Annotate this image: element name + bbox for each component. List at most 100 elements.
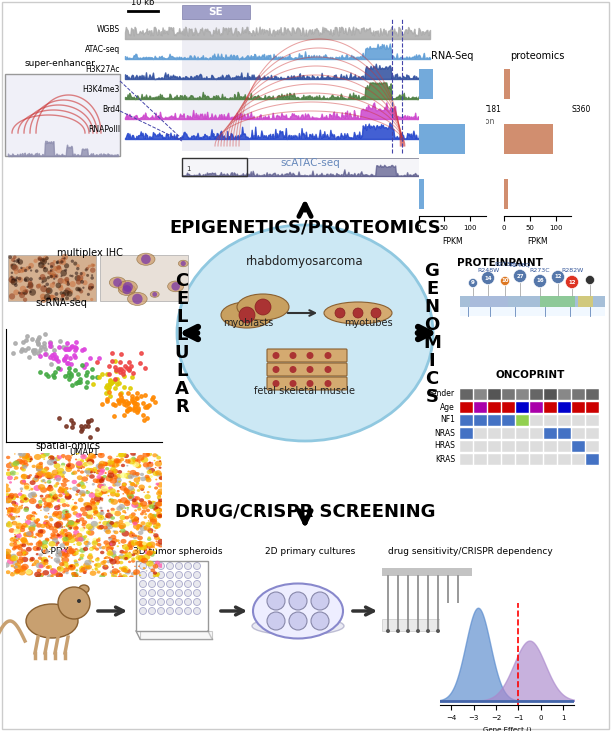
Circle shape xyxy=(371,308,381,318)
Circle shape xyxy=(30,270,32,272)
Bar xyxy=(460,307,605,316)
Circle shape xyxy=(148,580,156,588)
Circle shape xyxy=(109,540,116,547)
Circle shape xyxy=(53,461,57,464)
Circle shape xyxy=(119,531,121,532)
Circle shape xyxy=(112,483,117,487)
Circle shape xyxy=(62,478,68,483)
Circle shape xyxy=(16,526,20,529)
Circle shape xyxy=(185,589,191,596)
Circle shape xyxy=(21,557,28,562)
Circle shape xyxy=(97,483,104,489)
Point xyxy=(113,394,123,406)
Point xyxy=(132,406,142,418)
Circle shape xyxy=(10,263,17,270)
Circle shape xyxy=(130,545,132,548)
Circle shape xyxy=(133,535,137,539)
Circle shape xyxy=(99,484,104,489)
Point xyxy=(104,360,114,372)
Circle shape xyxy=(13,479,15,480)
Text: U: U xyxy=(175,344,189,362)
Circle shape xyxy=(140,501,147,507)
Circle shape xyxy=(120,485,126,491)
Circle shape xyxy=(97,472,98,474)
Circle shape xyxy=(54,497,60,501)
Text: scATAC-seq: scATAC-seq xyxy=(280,158,340,168)
Circle shape xyxy=(107,464,109,466)
Circle shape xyxy=(64,257,66,260)
Circle shape xyxy=(155,467,156,469)
Point xyxy=(121,400,131,412)
Circle shape xyxy=(43,451,49,457)
Point xyxy=(147,393,157,405)
Point xyxy=(124,364,134,376)
Circle shape xyxy=(92,264,95,267)
Text: 1: 1 xyxy=(186,166,191,172)
Circle shape xyxy=(16,458,23,464)
Circle shape xyxy=(83,563,90,568)
Circle shape xyxy=(39,471,46,477)
Text: I: I xyxy=(429,352,435,370)
Point xyxy=(45,340,55,352)
Circle shape xyxy=(65,466,72,472)
Circle shape xyxy=(134,484,137,488)
Point xyxy=(110,399,120,411)
Circle shape xyxy=(75,275,81,281)
Circle shape xyxy=(67,520,75,526)
Circle shape xyxy=(115,521,119,524)
Circle shape xyxy=(147,528,153,533)
Circle shape xyxy=(90,471,93,474)
Bar xyxy=(544,389,557,400)
Circle shape xyxy=(11,554,16,558)
Circle shape xyxy=(79,556,84,560)
Circle shape xyxy=(35,542,43,547)
Circle shape xyxy=(130,482,132,483)
Circle shape xyxy=(62,471,66,474)
Bar xyxy=(516,454,529,465)
Circle shape xyxy=(102,560,107,564)
Circle shape xyxy=(12,516,15,519)
Bar xyxy=(502,402,515,413)
Text: E: E xyxy=(426,280,438,298)
Circle shape xyxy=(112,465,115,468)
Circle shape xyxy=(87,293,90,296)
Circle shape xyxy=(71,572,74,575)
Circle shape xyxy=(155,461,162,466)
Point xyxy=(65,352,75,363)
Circle shape xyxy=(147,491,150,493)
Point xyxy=(40,343,50,355)
Circle shape xyxy=(46,276,50,279)
Circle shape xyxy=(32,536,35,538)
Ellipse shape xyxy=(109,277,126,288)
Circle shape xyxy=(50,575,54,577)
Circle shape xyxy=(58,517,62,520)
Circle shape xyxy=(46,525,48,526)
Point xyxy=(59,354,69,366)
Circle shape xyxy=(130,477,133,478)
Circle shape xyxy=(6,455,10,459)
Circle shape xyxy=(59,576,60,577)
Circle shape xyxy=(98,522,101,523)
Circle shape xyxy=(101,546,106,550)
Circle shape xyxy=(100,517,102,518)
Point xyxy=(30,344,40,356)
Circle shape xyxy=(3,496,9,501)
Circle shape xyxy=(26,531,32,536)
Circle shape xyxy=(70,281,76,287)
Circle shape xyxy=(133,454,136,456)
Bar xyxy=(504,69,510,99)
Point xyxy=(128,367,138,379)
Circle shape xyxy=(43,562,46,564)
Point xyxy=(76,420,86,432)
Circle shape xyxy=(46,525,51,529)
Circle shape xyxy=(10,516,16,520)
Circle shape xyxy=(109,558,114,561)
Circle shape xyxy=(81,566,84,568)
Circle shape xyxy=(72,574,78,578)
Bar xyxy=(136,561,208,631)
Circle shape xyxy=(156,507,159,509)
Circle shape xyxy=(147,504,152,507)
Circle shape xyxy=(159,466,161,469)
Circle shape xyxy=(133,463,135,465)
Circle shape xyxy=(9,507,11,510)
